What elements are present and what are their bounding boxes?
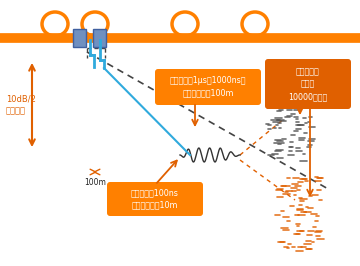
Text: パルス幅：100ns
空間分解能：10m: パルス幅：100ns 空間分解能：10m [131,188,179,210]
FancyBboxPatch shape [155,69,261,105]
FancyBboxPatch shape [73,29,86,47]
FancyBboxPatch shape [265,59,351,109]
Text: 平均化処理
回数は
10000倍の差: 平均化処理 回数は 10000倍の差 [288,67,328,101]
FancyBboxPatch shape [107,182,203,216]
Text: 10dB/2
（往復）: 10dB/2 （往復） [6,95,36,115]
FancyBboxPatch shape [93,29,106,47]
Text: パルス幅：1μs（1000ns）
空間分解能：100m: パルス幅：1μs（1000ns） 空間分解能：100m [170,76,246,98]
Text: 100m: 100m [84,178,106,187]
